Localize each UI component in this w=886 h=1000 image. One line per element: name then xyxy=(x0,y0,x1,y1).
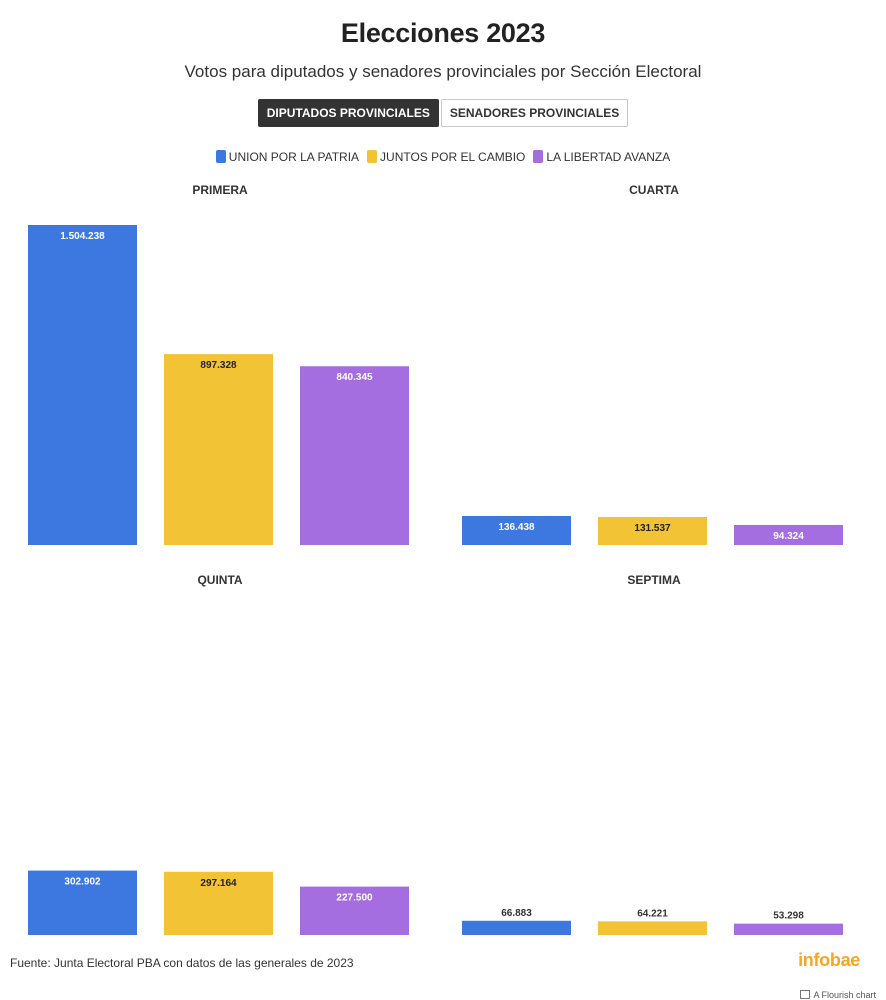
bar-value-label: 1.504.238 xyxy=(60,231,105,242)
bar-quinta-union-por-la-patria[interactable] xyxy=(28,870,137,935)
bar-septima-union-por-la-patria[interactable] xyxy=(462,920,571,935)
legend-swatch xyxy=(533,150,544,163)
bar-value-label: 131.537 xyxy=(634,523,671,534)
legend-label: UNION POR LA PATRIA xyxy=(228,150,360,164)
legend-swatch xyxy=(367,150,378,163)
bar-value-label: 94.324 xyxy=(773,531,804,542)
bar-value-label: 66.883 xyxy=(501,908,532,919)
legend-label: LA LIBERTAD AVANZA xyxy=(546,150,671,164)
legend-label: JUNTOS POR EL CAMBIO xyxy=(380,150,526,164)
bar-value-label: 897.328 xyxy=(200,360,237,371)
legend-item-la-libertad-avanza[interactable]: LA LIBERTAD AVANZA xyxy=(533,150,670,164)
bar-value-label: 64.221 xyxy=(637,908,668,919)
bar-value-label: 840.345 xyxy=(336,372,373,383)
panel-title-primera: PRIMERA xyxy=(192,183,248,197)
brand-logo: infobae xyxy=(798,950,860,970)
panel-title-cuarta: CUARTA xyxy=(629,183,679,197)
bar-cuarta-la-libertad-avanza[interactable] xyxy=(734,524,843,545)
bar-value-label: 136.438 xyxy=(498,522,535,533)
flourish-icon xyxy=(800,990,811,999)
bar-quinta-juntos-por-el-cambio[interactable] xyxy=(164,871,273,935)
credit-label: A Flourish chart xyxy=(813,990,876,1000)
bar-cuarta-union-por-la-patria[interactable] xyxy=(462,515,571,545)
bar-cuarta-juntos-por-el-cambio[interactable] xyxy=(598,517,707,545)
source-note: Fuente: Junta Electoral PBA con datos de… xyxy=(10,956,354,970)
bar-value-label: 302.902 xyxy=(64,877,101,888)
bar-primera-juntos-por-el-cambio[interactable] xyxy=(164,354,273,545)
bar-primera-la-libertad-avanza[interactable] xyxy=(300,366,409,545)
chart-subtitle: Votos para diputados y senadores provinc… xyxy=(184,62,702,81)
bar-value-label: 227.500 xyxy=(336,893,373,904)
tab-bar: DIPUTADOS PROVINCIALES SENADORES PROVINC… xyxy=(0,99,886,127)
panel-title-septima: SEPTIMA xyxy=(627,573,681,587)
bar-septima-juntos-por-el-cambio[interactable] xyxy=(598,921,707,935)
legend-item-juntos-por-el-cambio[interactable]: JUNTOS POR EL CAMBIO xyxy=(367,150,525,164)
bar-value-label: 53.298 xyxy=(773,911,804,922)
bar-quinta-la-libertad-avanza[interactable] xyxy=(300,886,409,935)
legend-item-union-por-la-patria[interactable]: UNION POR LA PATRIA xyxy=(215,150,360,164)
bar-value-label: 297.164 xyxy=(200,878,237,889)
tab-diputados[interactable]: DIPUTADOS PROVINCIALES xyxy=(257,99,439,127)
bar-charts: PRIMERA 1.504.238 897.328 840.345 CUARTA 136.… xyxy=(28,183,843,935)
bar-primera-union-por-la-patria[interactable] xyxy=(28,225,137,545)
legend-swatch xyxy=(215,150,226,163)
panel-title-quinta: QUINTA xyxy=(197,573,242,587)
bar-septima-la-libertad-avanza[interactable] xyxy=(734,923,843,935)
tab-senadores[interactable]: SENADORES PROVINCIALES xyxy=(440,99,629,127)
chart-title: Elecciones 2023 xyxy=(340,18,546,48)
legend: UNION POR LA PATRIA JUNTOS POR EL CAMBIO… xyxy=(0,150,886,164)
